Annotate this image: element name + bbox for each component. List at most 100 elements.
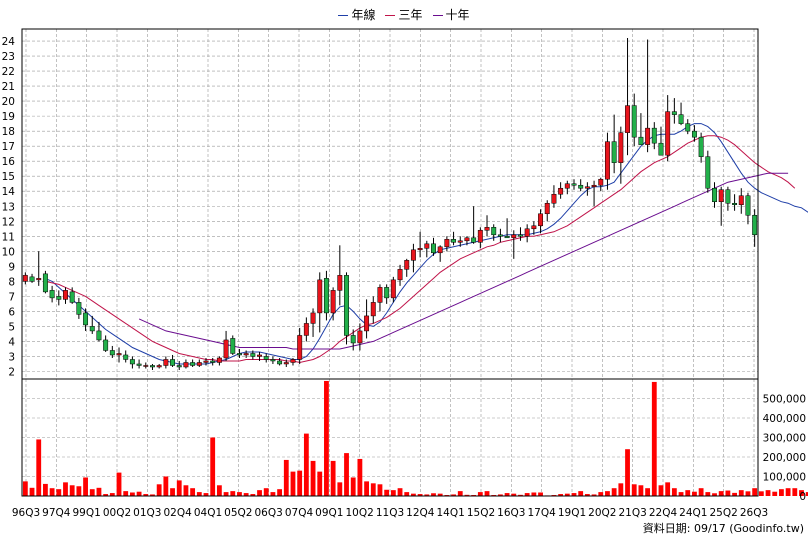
candle-body [243,353,249,356]
volume-bar [571,493,577,496]
candle [230,335,236,355]
volume-bar [451,494,456,496]
volume-bar [203,493,209,496]
volume-bar [270,492,276,496]
volume-tick-label: 500,000 [763,394,806,406]
candle-body [564,183,570,189]
time-tick-label: 24Q1 [679,507,707,519]
volume-bar [176,480,182,496]
moving-average-line [138,172,789,350]
candle-body [63,290,68,300]
candle [136,359,142,369]
volume-bar [63,482,68,496]
candle-body [96,330,102,341]
volume-bar [605,491,610,496]
candle [397,264,403,286]
legend-label: 三年 [398,8,423,22]
candle [364,299,370,339]
volume-bar [69,485,75,496]
candle [203,357,209,366]
candle [604,132,610,190]
candle [511,230,517,259]
volume-bar [283,459,289,496]
volume-bar [404,492,410,496]
volume-bar [49,488,55,496]
candle-body [491,227,497,236]
volume-bar [758,491,764,496]
candle [497,228,503,243]
candle-body [370,302,376,317]
candle-body [705,156,711,189]
volume-bar [765,490,771,496]
candle [156,363,162,369]
candle [69,287,75,304]
time-tick-label: 00Q2 [103,507,131,519]
price-candles [22,38,758,370]
candle [718,186,724,226]
candle-body [297,335,303,360]
volume-bar [792,488,798,496]
time-tick-label: 22Q4 [649,507,678,519]
volume-bar [511,493,517,496]
price-tick-label: 22 [2,66,15,78]
volume-bar [136,491,142,496]
candle [631,93,637,147]
candle-body [685,123,691,132]
candle [270,356,276,364]
candle-body [203,360,209,363]
candle-body [176,365,182,368]
candle [56,290,62,306]
candle-body [170,359,176,366]
candle-body [390,279,396,299]
candle-body [417,248,423,251]
volume-bar [745,491,751,496]
legend-swatch [385,15,396,16]
candle [712,182,717,208]
volume-bar [384,489,390,496]
candle-body [524,228,530,237]
candle-body [230,338,236,354]
candle [384,284,390,304]
volume-bar [317,471,323,496]
price-tick-label: 10 [2,246,15,258]
candle [491,224,497,241]
candle-body [303,323,309,336]
candle-body [263,356,269,360]
volume-bar [625,449,630,496]
candle-body [504,236,510,239]
price-tick-label: 8 [8,276,15,288]
volume-bar [290,471,296,496]
volume-bar [584,494,590,496]
volume-bar [344,453,349,496]
price-tick-label: 17 [2,141,15,153]
volume-bar [671,488,677,496]
candle-body [618,132,624,163]
candle-body [457,240,463,243]
volume-bar [183,485,189,496]
volume-bar [578,491,584,496]
volume-bar [772,491,778,496]
candle [196,359,202,367]
candle [477,227,483,249]
candle [63,287,68,304]
candle-body [437,246,443,254]
candle [243,350,249,358]
candle [89,315,95,334]
volume-bar [357,458,363,496]
volume-plot-frame [21,378,759,497]
candle [216,356,222,366]
volume-axis-ticks: 0 100,000 200,000 300,000 400,000 500,000 [763,394,806,504]
volume-bar [712,493,717,496]
price-tick-label: 6 [8,306,15,318]
candle-body [384,287,390,299]
candle [109,345,115,358]
candle [571,179,577,190]
volume-bar [190,488,196,496]
candle [504,218,510,239]
time-axis-ticks: 96Q3 97Q4 99Q1 00Q2 01Q3 02Q4 04Q1 05Q2 06Q3 07Q4… [12,507,768,519]
legend-item: 十年 [432,6,470,23]
legend-item: 年線 [338,6,375,23]
candle [725,186,731,211]
candle [170,354,176,367]
candle-body [290,359,296,363]
